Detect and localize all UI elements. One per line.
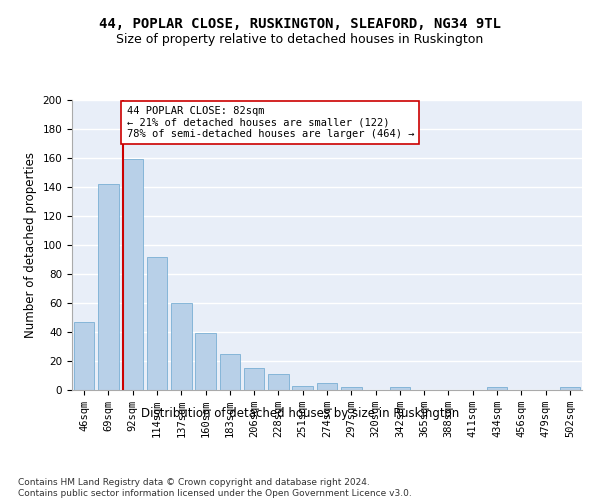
Bar — [74, 322, 94, 390]
Bar — [487, 387, 508, 390]
Text: Contains HM Land Registry data © Crown copyright and database right 2024.
Contai: Contains HM Land Registry data © Crown c… — [18, 478, 412, 498]
Bar — [98, 184, 119, 390]
Bar — [146, 256, 167, 390]
Bar — [341, 387, 362, 390]
Y-axis label: Number of detached properties: Number of detached properties — [24, 152, 37, 338]
Text: 44 POPLAR CLOSE: 82sqm
← 21% of detached houses are smaller (122)
78% of semi-de: 44 POPLAR CLOSE: 82sqm ← 21% of detached… — [127, 106, 414, 139]
Text: Distribution of detached houses by size in Ruskington: Distribution of detached houses by size … — [141, 408, 459, 420]
Bar — [171, 303, 191, 390]
Bar — [317, 383, 337, 390]
Text: Size of property relative to detached houses in Ruskington: Size of property relative to detached ho… — [116, 32, 484, 46]
Bar — [244, 368, 265, 390]
Bar — [560, 387, 580, 390]
Bar — [195, 334, 216, 390]
Bar — [292, 386, 313, 390]
Text: 44, POPLAR CLOSE, RUSKINGTON, SLEAFORD, NG34 9TL: 44, POPLAR CLOSE, RUSKINGTON, SLEAFORD, … — [99, 18, 501, 32]
Bar — [268, 374, 289, 390]
Bar — [122, 160, 143, 390]
Bar — [389, 387, 410, 390]
Bar — [220, 354, 240, 390]
